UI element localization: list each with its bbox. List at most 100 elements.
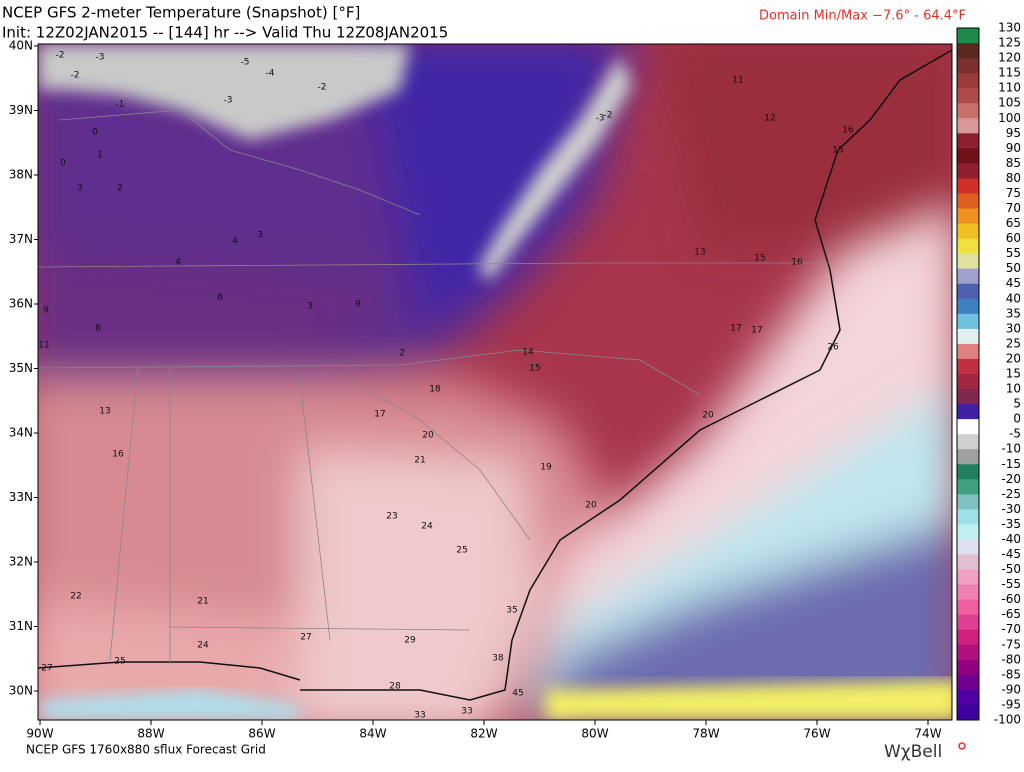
colorbar-swatch <box>957 404 979 420</box>
colorbar-label: 125 <box>998 36 1021 50</box>
station-value: -2 <box>56 51 65 61</box>
colorbar-label: -45 <box>1001 547 1021 561</box>
station-value: 26 <box>827 343 839 353</box>
lat-label: 38N <box>9 168 33 182</box>
temperature-field <box>38 44 952 720</box>
station-value: -5 <box>241 58 250 68</box>
station-value: 0 <box>92 128 98 138</box>
station-value: 0 <box>60 159 66 169</box>
lat-label: 31N <box>9 619 33 633</box>
colorbar-swatch <box>957 539 979 556</box>
colorbar-label: -25 <box>1001 487 1021 501</box>
colorbar-label: 95 <box>1006 126 1021 140</box>
station-value: 21 <box>414 456 425 466</box>
colorbar-label: -85 <box>1001 667 1021 681</box>
station-value: 4 <box>232 237 238 247</box>
colorbar-swatch <box>957 118 979 134</box>
station-value: 24 <box>421 522 433 532</box>
lat-label: 39N <box>9 103 33 117</box>
colorbar-label: 35 <box>1006 306 1021 320</box>
colorbar-swatch <box>957 358 979 375</box>
colorbar-label: 70 <box>1006 201 1021 215</box>
colorbar-swatch <box>957 148 979 164</box>
colorbar-swatch <box>957 73 979 89</box>
lon-label: 88W <box>137 727 164 741</box>
colorbar-swatch <box>957 43 979 59</box>
station-value: 45 <box>512 689 523 699</box>
map-frame <box>37 43 953 721</box>
colorbar-swatch <box>957 449 979 465</box>
station-value: 3 <box>257 231 263 241</box>
map-title: NCEP GFS 2-meter Temperature (Snapshot) … <box>2 4 360 22</box>
colorbar-label: -75 <box>1001 637 1021 651</box>
colorbar-swatch <box>957 614 979 631</box>
colorbar-label: 40 <box>1006 291 1021 305</box>
station-value: -2 <box>71 71 80 81</box>
colorbar-label: 55 <box>1006 246 1021 260</box>
station-value: 15 <box>754 254 765 264</box>
lat-label: 37N <box>9 232 33 246</box>
init-line: Init: 12Z02JAN2015 -- [144] hr --> Valid… <box>2 24 448 42</box>
colorbar-swatch <box>957 704 979 721</box>
colorbar-label: 0 <box>1013 412 1021 426</box>
colorbar-swatch <box>957 569 979 586</box>
footer-source: NCEP GFS 1760x880 sflux Forecast Grid <box>26 743 266 757</box>
colorbar-swatch <box>957 674 979 691</box>
colorbar-swatch <box>957 328 979 345</box>
colorbar-swatch <box>957 389 979 405</box>
lon-label: 76W <box>803 727 830 741</box>
colorbar-label: 65 <box>1006 216 1021 230</box>
station-value: 16 <box>112 450 124 460</box>
colorbar-label: -60 <box>1001 592 1021 606</box>
station-value: 16 <box>791 258 803 268</box>
colorbar-swatch <box>957 223 979 240</box>
colorbar-label: 80 <box>1006 171 1021 185</box>
colorbar-swatch <box>957 208 979 225</box>
colorbar-label: 15 <box>1006 367 1021 381</box>
station-value: 20 <box>422 431 434 441</box>
colorbar-label: -5 <box>1009 427 1021 441</box>
colorbar-swatch <box>957 253 979 270</box>
colorbar-label: -95 <box>1001 697 1021 711</box>
station-value: 35 <box>506 606 517 616</box>
station-value: 33 <box>414 711 425 721</box>
colorbar-swatch <box>957 599 979 616</box>
colorbar-swatch <box>957 283 979 300</box>
station-value: -3 <box>596 114 605 124</box>
colorbar-label: 120 <box>998 51 1021 65</box>
station-value: 14 <box>522 348 534 358</box>
station-value: 27 <box>41 664 52 674</box>
station-value: -4 <box>266 69 275 79</box>
colorbar-swatch <box>957 238 979 255</box>
colorbar-swatch <box>957 58 979 74</box>
station-value: 17 <box>374 410 385 420</box>
colorbar-swatch <box>957 554 979 571</box>
colorbar-swatch <box>957 479 979 495</box>
dynamic-layer: 90W 88W 86W 84W 82W 80W 78W 76W 74W 40N 39N 38N 37N 3… <box>9 21 1021 741</box>
station-value: 17 <box>751 326 762 336</box>
station-value: 23 <box>386 512 397 522</box>
colorbar-frame <box>956 27 980 721</box>
station-value: 9 <box>355 300 361 310</box>
station-value: 13 <box>99 407 110 417</box>
station-value: 3 <box>307 302 313 312</box>
colorbar-label: 5 <box>1013 397 1021 411</box>
colorbar-swatch <box>957 88 979 104</box>
lat-label: 34N <box>9 426 33 440</box>
colorbar-label: -30 <box>1001 502 1021 516</box>
lon-label: 90W <box>26 727 53 741</box>
colorbar-label: -20 <box>1001 472 1021 486</box>
colorbar-label: -80 <box>1001 652 1021 666</box>
station-value: 25 <box>456 546 467 556</box>
colorbar-swatch <box>957 268 979 285</box>
colorbar-swatch <box>957 419 979 435</box>
colorbar-swatch <box>957 313 979 330</box>
station-value: 38 <box>492 654 504 664</box>
station-value: 2 <box>399 349 405 359</box>
lon-label: 74W <box>914 727 941 741</box>
colorbar-swatch <box>957 659 979 676</box>
station-value: 25 <box>114 657 125 667</box>
colorbar-swatch <box>957 163 979 179</box>
station-value: -3 <box>224 96 233 106</box>
